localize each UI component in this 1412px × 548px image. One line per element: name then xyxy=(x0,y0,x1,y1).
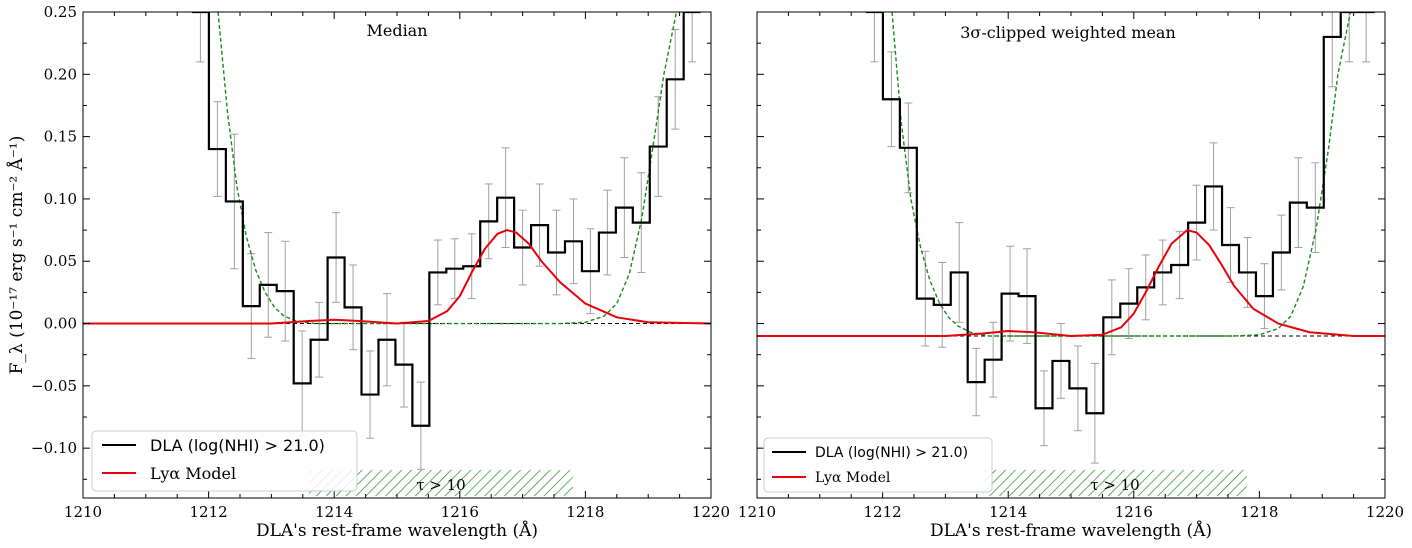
x-tick-label: 1216 xyxy=(441,503,479,521)
weighted-mean-plot-frame xyxy=(756,11,1386,499)
x-tick-label: 1212 xyxy=(190,503,228,521)
x-tick-label: 1220 xyxy=(1366,503,1404,521)
median-x-axis-label: DLA's rest-frame wavelength (Å) xyxy=(256,520,538,541)
error-bar xyxy=(196,12,205,63)
error-bar xyxy=(870,12,879,63)
y-axis-label: F_λ (10⁻¹⁷ erg s⁻¹ cm⁻² Å⁻¹) xyxy=(6,136,27,375)
median-panel-title: Median xyxy=(366,21,427,40)
y-tick-label: 0.15 xyxy=(44,128,77,146)
median-legend: DLA (log(NHI) > 21.0) Lyα Model xyxy=(91,430,358,492)
error-bar xyxy=(1362,12,1371,63)
error-bar xyxy=(1328,12,1337,88)
weighted-mean-panel-title: 3σ-clipped weighted mean xyxy=(960,23,1176,42)
weighted-mean-legend: DLA (log(NHI) > 21.0) Lyα Model xyxy=(763,437,993,493)
x-tick-label: 1218 xyxy=(566,503,604,521)
stacked-spectrum-line xyxy=(865,12,1375,415)
weighted-mean-legend-stack-label: DLA (log(NHI) > 21.0) xyxy=(815,445,968,461)
x-tick-label: 1214 xyxy=(989,503,1027,521)
weighted-mean-legend-model-label: Lyα Model xyxy=(815,470,891,486)
stacked-spectrum-line xyxy=(191,12,701,427)
x-tick-label: 1212 xyxy=(864,503,902,521)
y-tick-label: 0.25 xyxy=(44,3,77,21)
x-tick-label: 1220 xyxy=(692,503,730,521)
continuum-model-line xyxy=(891,12,1352,337)
median-legend-stack-label: DLA (log(NHI) > 21.0) xyxy=(150,436,325,455)
y-tick-label: 0.20 xyxy=(44,65,77,83)
y-tick-label: −0.10 xyxy=(31,439,77,457)
tau-region: τ > 10 xyxy=(983,469,1247,497)
y-tick-label: −0.05 xyxy=(31,377,77,395)
median-legend-box xyxy=(91,430,358,492)
median-legend-model-label: Lyα Model xyxy=(150,464,236,483)
x-tick-label: 1216 xyxy=(1115,503,1153,521)
y-tick-label: 0.00 xyxy=(44,315,77,333)
lya-model-line xyxy=(757,229,1385,337)
y-tick-label: 0.05 xyxy=(44,252,77,270)
tau-region-label: τ > 10 xyxy=(1090,476,1140,494)
lya-model-line xyxy=(83,229,711,325)
weighted-mean-x-axis-label: DLA's rest-frame wavelength (Å) xyxy=(930,520,1212,541)
tau-region-hatch xyxy=(983,469,1247,497)
weighted-mean-legend-box xyxy=(763,437,993,493)
x-tick-label: 1214 xyxy=(315,503,353,521)
error-bar xyxy=(688,12,697,63)
tau-region-label: τ > 10 xyxy=(416,476,466,494)
error-bar xyxy=(1345,12,1354,63)
median-panel: τ > 10 1210 1212 1214 1216 1218 1220 −0.10 −0.0… xyxy=(31,3,730,541)
x-tick-label: 1210 xyxy=(64,503,102,521)
weighted-mean-panel: τ > 10 1210 1212 1214 1216 1218 1220 3σ-clipp… xyxy=(738,11,1404,541)
x-tick-label: 1210 xyxy=(738,503,776,521)
x-tick-label: 1218 xyxy=(1240,503,1278,521)
continuum-model-line xyxy=(217,12,678,325)
median-plot-frame xyxy=(82,11,712,499)
y-tick-label: 0.10 xyxy=(44,190,77,208)
